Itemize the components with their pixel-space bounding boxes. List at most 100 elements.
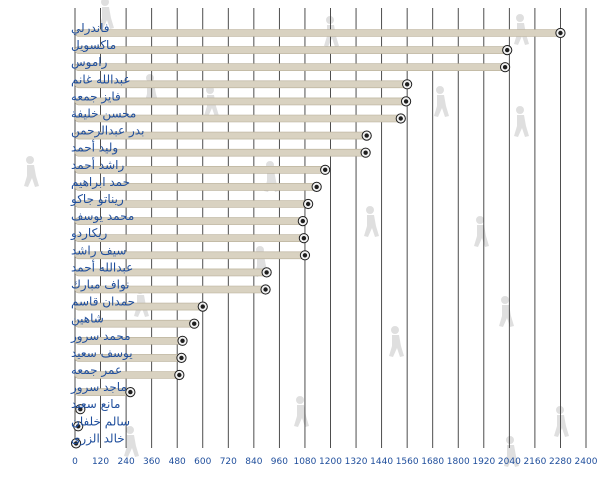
player-silhouette-icon <box>504 436 519 467</box>
x-tick-label: 600 <box>194 457 211 467</box>
player-silhouette-icon <box>99 0 114 29</box>
ball-patch <box>404 82 410 87</box>
category-label: فايز جمعه <box>71 89 121 104</box>
category-label: سالم خلفان <box>71 414 130 428</box>
soccer-ball-marker <box>297 216 308 227</box>
category-label: راشد أحمد <box>71 157 124 173</box>
silhouette-head <box>501 296 509 304</box>
soccer-ball-marker <box>502 44 513 56</box>
silhouette-head <box>326 16 334 24</box>
silhouette-body <box>554 415 569 437</box>
ball-patch <box>558 30 563 36</box>
category-label: عبدالله أحمد <box>71 259 133 274</box>
soccer-ball-marker <box>402 79 413 90</box>
x-tick-label: 1440 <box>370 457 393 467</box>
x-tick-label: 480 <box>169 457 186 467</box>
x-tick-label: 840 <box>245 457 262 467</box>
ball-patch <box>180 338 185 343</box>
grid-lines <box>74 8 587 448</box>
silhouette-head <box>26 156 34 164</box>
x-tick-label: 2040 <box>498 457 521 467</box>
ball-patch <box>301 236 307 241</box>
x-tick-label: 2160 <box>523 457 546 467</box>
soccer-ball-marker <box>303 198 314 210</box>
soccer-ball-marker <box>400 96 412 107</box>
bars <box>70 27 566 449</box>
category-label: نواف مبارك <box>71 278 130 293</box>
x-tick-label: 240 <box>118 457 135 467</box>
x-tick-label: 0 <box>72 457 78 467</box>
player-silhouette-icon <box>124 426 139 457</box>
x-tick-label: 1080 <box>293 457 316 467</box>
category-label: محمد سرور <box>70 329 131 344</box>
category-label: حمد ابراهيم <box>71 175 130 190</box>
soccer-ball-marker <box>70 438 82 449</box>
ball-patch <box>398 116 403 121</box>
ball-patch <box>302 253 308 258</box>
category-label: وليد أحمد <box>71 140 118 156</box>
category-label: ريناتو جاكو <box>70 192 124 207</box>
ball-patch <box>305 201 311 207</box>
category-label: مانع سعيد <box>71 397 120 411</box>
ball-patch <box>364 133 369 138</box>
soccer-ball-marker <box>176 352 187 363</box>
ball-patch <box>128 389 133 395</box>
bar <box>74 29 561 37</box>
player-silhouette-icon <box>499 296 514 327</box>
ball-patch <box>264 270 269 275</box>
ball-patch <box>502 65 508 70</box>
ball-patch <box>263 287 268 292</box>
silhouette-body <box>434 95 449 117</box>
bar <box>74 46 508 54</box>
silhouette-body <box>389 335 404 357</box>
soccer-ball-marker <box>174 369 185 381</box>
category-label: ماكسويل <box>71 38 116 53</box>
soccer-ball-marker <box>320 164 331 175</box>
silhouette-body <box>474 225 489 247</box>
x-tick-label: 360 <box>143 457 160 467</box>
silhouette-head <box>436 86 444 94</box>
silhouette-head <box>516 106 524 114</box>
x-tick-label: 1560 <box>396 457 419 467</box>
silhouette-head <box>391 326 399 334</box>
x-tick-label: 1800 <box>447 457 470 467</box>
silhouette-body <box>124 435 139 457</box>
soccer-ball-marker <box>177 335 188 346</box>
soccer-ball-marker <box>395 113 406 124</box>
player-silhouette-icon <box>514 106 529 137</box>
silhouette-body <box>294 405 309 427</box>
soccer-ball-marker <box>298 233 309 244</box>
category-label: ماجد سرور <box>70 380 127 395</box>
category-label: بدر عبدالرحمن <box>71 124 144 139</box>
category-labels: فاندرلي ماكسويل راموس عبدالله غانم فايز جمعه… <box>70 21 144 446</box>
soccer-ball-marker <box>360 147 371 158</box>
silhouette-head <box>101 0 109 6</box>
silhouette-head <box>366 206 374 214</box>
ball-patch <box>192 321 197 326</box>
player-silhouette-icon <box>474 216 489 247</box>
category-label: حمدان قاسم <box>71 295 135 309</box>
category-label: راموس <box>71 55 108 70</box>
category-label: خالد الزرى <box>71 431 125 446</box>
category-label: شاهين <box>71 312 104 327</box>
category-label: عبدالله غانم <box>71 72 131 86</box>
ball-patch <box>363 150 368 155</box>
bar <box>74 148 366 157</box>
bar <box>74 234 305 242</box>
ball-patch <box>75 424 81 429</box>
ball-patch <box>505 47 510 53</box>
x-tick-label: 720 <box>220 457 237 467</box>
bar <box>74 63 506 72</box>
player-silhouette-icon <box>554 406 569 437</box>
category-label: يوسف سعيد <box>71 346 133 361</box>
silhouette-body <box>24 165 39 187</box>
soccer-ball-marker <box>197 301 208 312</box>
x-tick-label: 2280 <box>549 457 572 467</box>
x-tick-label: 1920 <box>472 457 495 467</box>
soccer-ball-marker <box>261 267 272 278</box>
silhouette-head <box>506 436 514 444</box>
soccer-ball-marker <box>73 421 84 432</box>
category-label: سيف راشد <box>71 243 126 258</box>
